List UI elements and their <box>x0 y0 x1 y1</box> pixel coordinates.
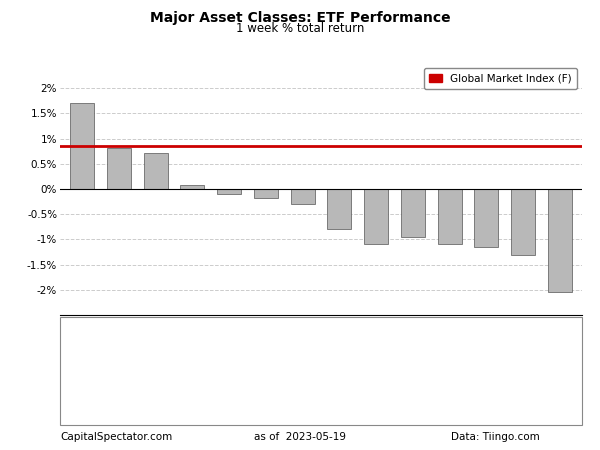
Bar <box>401 189 425 237</box>
Legend: Global Market Index (F): Global Market Index (F) <box>424 68 577 89</box>
Bar <box>143 153 167 189</box>
Text: Commodities (GCC): Commodities (GCC) <box>67 365 163 375</box>
Bar <box>217 189 241 194</box>
Bar <box>438 189 461 244</box>
Bar <box>548 189 572 292</box>
Bar <box>254 189 278 198</box>
Text: CapitalSpectator.com: CapitalSpectator.com <box>60 432 172 442</box>
Bar <box>70 104 94 189</box>
Text: Major Asset Classes: ETF Performance: Major Asset Classes: ETF Performance <box>149 11 451 25</box>
Bar <box>290 189 314 204</box>
Bar <box>511 189 535 255</box>
Bar <box>107 148 131 189</box>
Bar <box>181 185 204 189</box>
Text: Emg Mkt Gov't Bonds (EMLC): Emg Mkt Gov't Bonds (EMLC) <box>67 379 209 390</box>
Text: 1 week % total return: 1 week % total return <box>236 22 364 36</box>
Text: as of  2023-05-19: as of 2023-05-19 <box>254 432 346 442</box>
Bar <box>328 189 352 230</box>
Text: Foreign REITs (VNQI): Foreign REITs (VNQI) <box>314 350 413 360</box>
Text: US Bonds (BND): US Bonds (BND) <box>314 394 392 405</box>
Text: Foreign Junk Bonds (IHY): Foreign Junk Bonds (IHY) <box>67 394 187 405</box>
Text: Foreign Stocks Devlp'd Mkts (VEA): Foreign Stocks Devlp'd Mkts (VEA) <box>67 335 235 345</box>
Text: US REITs (VNQ): US REITs (VNQ) <box>314 409 388 419</box>
Text: US TIPS (TIP): US TIPS (TIP) <box>314 335 376 345</box>
Text: Emg Mkt Stocks (VWO): Emg Mkt Stocks (VWO) <box>67 350 180 360</box>
Text: Data: Tiingo.com: Data: Tiingo.com <box>451 432 540 442</box>
Text: Foreign Gov't Inflation-Linked Bonds (WIP): Foreign Gov't Inflation-Linked Bonds (WI… <box>314 379 519 390</box>
Bar <box>475 189 499 247</box>
Text: US Junk Bonds (JNK): US Junk Bonds (JNK) <box>67 409 165 419</box>
Text: US Stocks (VTI): US Stocks (VTI) <box>67 320 142 330</box>
Text: Foreign Devlp'd Mkt Gov't Bonds (BWX): Foreign Devlp'd Mkt Gov't Bonds (BWX) <box>314 320 506 330</box>
Bar <box>364 189 388 244</box>
Text: Foreign Invest-Grade Corp Bonds (PICB): Foreign Invest-Grade Corp Bonds (PICB) <box>314 365 508 375</box>
